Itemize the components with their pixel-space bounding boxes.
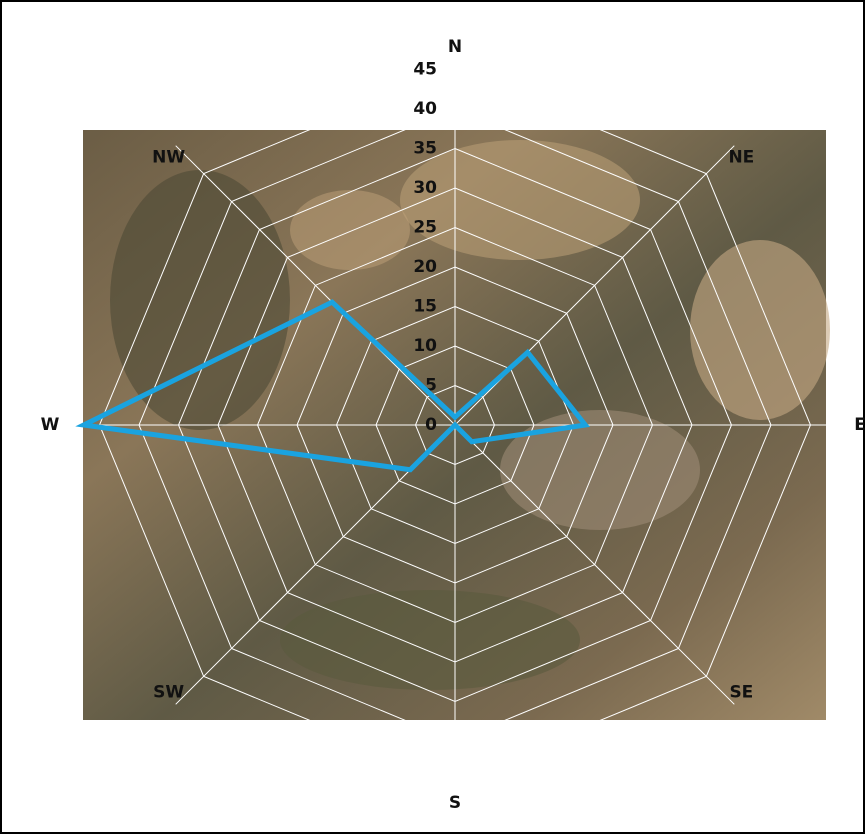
tick-label: 15 [413,297,437,317]
grid-ring [138,130,772,720]
radar-line [75,299,591,473]
tick-label: 10 [413,336,437,356]
direction-label: NE [728,148,754,168]
direction-label: E [854,415,865,435]
plot: 0 5 10 15 20 25 30 35 40 45 N NE E SE S SW W NW [41,37,865,813]
direction-label: SW [153,682,184,702]
direction-label: N [448,37,462,57]
tick-label: 5 [425,376,437,396]
tick-label: 0 [425,415,437,435]
tick-label: 20 [413,257,437,277]
direction-label: NW [152,148,185,168]
tick-label: 30 [413,178,437,198]
tick-label: 45 [413,60,437,80]
direction-label: W [41,415,60,435]
direction-label: S [449,793,461,813]
tick-label: 40 [413,99,437,119]
spoke [175,145,456,426]
direction-label: SE [729,682,753,702]
spoke [454,424,735,705]
tick-label: 35 [413,139,437,159]
tick-label: 25 [413,218,437,238]
grid-ring [98,130,812,720]
